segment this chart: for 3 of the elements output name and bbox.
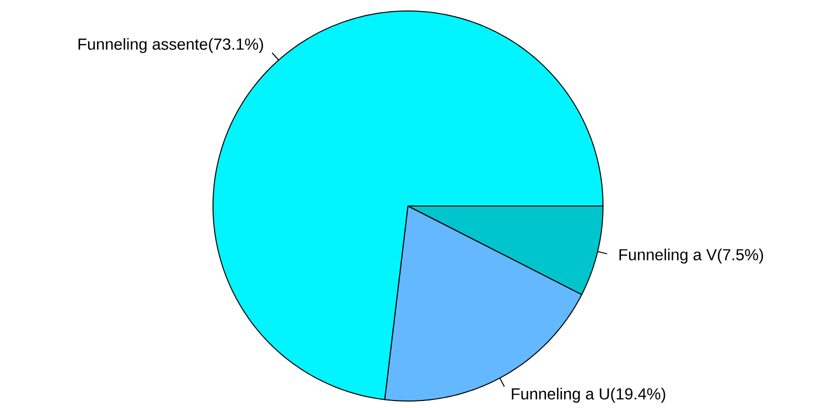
slice-label: Funneling assente(73.1%)	[78, 38, 263, 54]
slice-label: Funneling a U(19.4%)	[512, 388, 666, 403]
slice-label: Funneling a V(7.5%)	[619, 248, 764, 264]
